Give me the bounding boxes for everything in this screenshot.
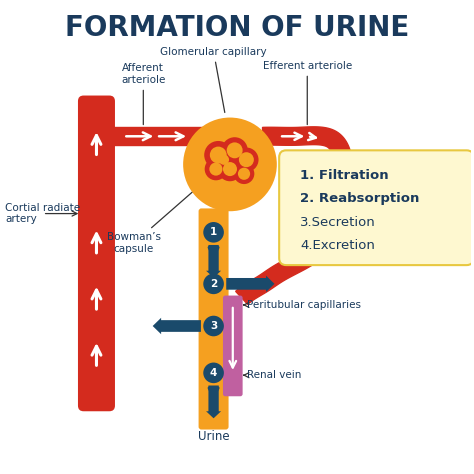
Text: Bowman’s
capsule: Bowman’s capsule [107, 190, 195, 254]
FancyBboxPatch shape [199, 209, 228, 429]
Circle shape [219, 155, 229, 165]
Text: 2: 2 [210, 279, 217, 289]
Circle shape [239, 152, 254, 167]
Text: Cortial radiate
artery: Cortial radiate artery [5, 203, 80, 224]
Text: Afferent
arteriole: Afferent arteriole [121, 63, 165, 125]
Text: 1: 1 [210, 228, 217, 237]
Text: 1. Filtration: 1. Filtration [300, 169, 389, 182]
Circle shape [210, 146, 227, 164]
Circle shape [203, 363, 224, 383]
Text: 2. Reabsorption: 2. Reabsorption [300, 192, 419, 205]
Circle shape [221, 137, 248, 164]
Text: 3.Secretion: 3.Secretion [300, 216, 376, 228]
Circle shape [218, 157, 242, 181]
Circle shape [227, 142, 243, 158]
Circle shape [203, 273, 224, 294]
Circle shape [203, 222, 224, 243]
FancyBboxPatch shape [223, 296, 243, 396]
Polygon shape [236, 127, 353, 304]
Circle shape [210, 163, 222, 176]
FancyArrow shape [206, 385, 221, 418]
Circle shape [223, 162, 237, 176]
Circle shape [204, 141, 232, 169]
FancyArrow shape [206, 245, 221, 278]
FancyBboxPatch shape [78, 96, 115, 411]
Circle shape [203, 316, 224, 337]
Text: 4: 4 [210, 368, 217, 378]
Text: Efferent arteriole: Efferent arteriole [263, 61, 352, 125]
FancyArrow shape [226, 276, 274, 292]
Text: Urine: Urine [198, 430, 229, 444]
Text: Glomerular capillary: Glomerular capillary [160, 46, 267, 112]
Circle shape [215, 150, 233, 169]
Circle shape [205, 158, 227, 180]
Circle shape [234, 147, 258, 172]
Text: 4.Excretion: 4.Excretion [300, 239, 375, 252]
Text: FORMATION OF URINE: FORMATION OF URINE [65, 15, 409, 43]
Circle shape [234, 164, 255, 184]
FancyArrow shape [153, 318, 201, 334]
Circle shape [238, 168, 250, 180]
Circle shape [183, 118, 277, 211]
Text: Renal vein: Renal vein [244, 370, 301, 380]
FancyBboxPatch shape [279, 150, 474, 265]
Polygon shape [109, 128, 207, 145]
Text: Peritubular capillaries: Peritubular capillaries [244, 300, 361, 310]
Text: 3: 3 [210, 321, 217, 331]
